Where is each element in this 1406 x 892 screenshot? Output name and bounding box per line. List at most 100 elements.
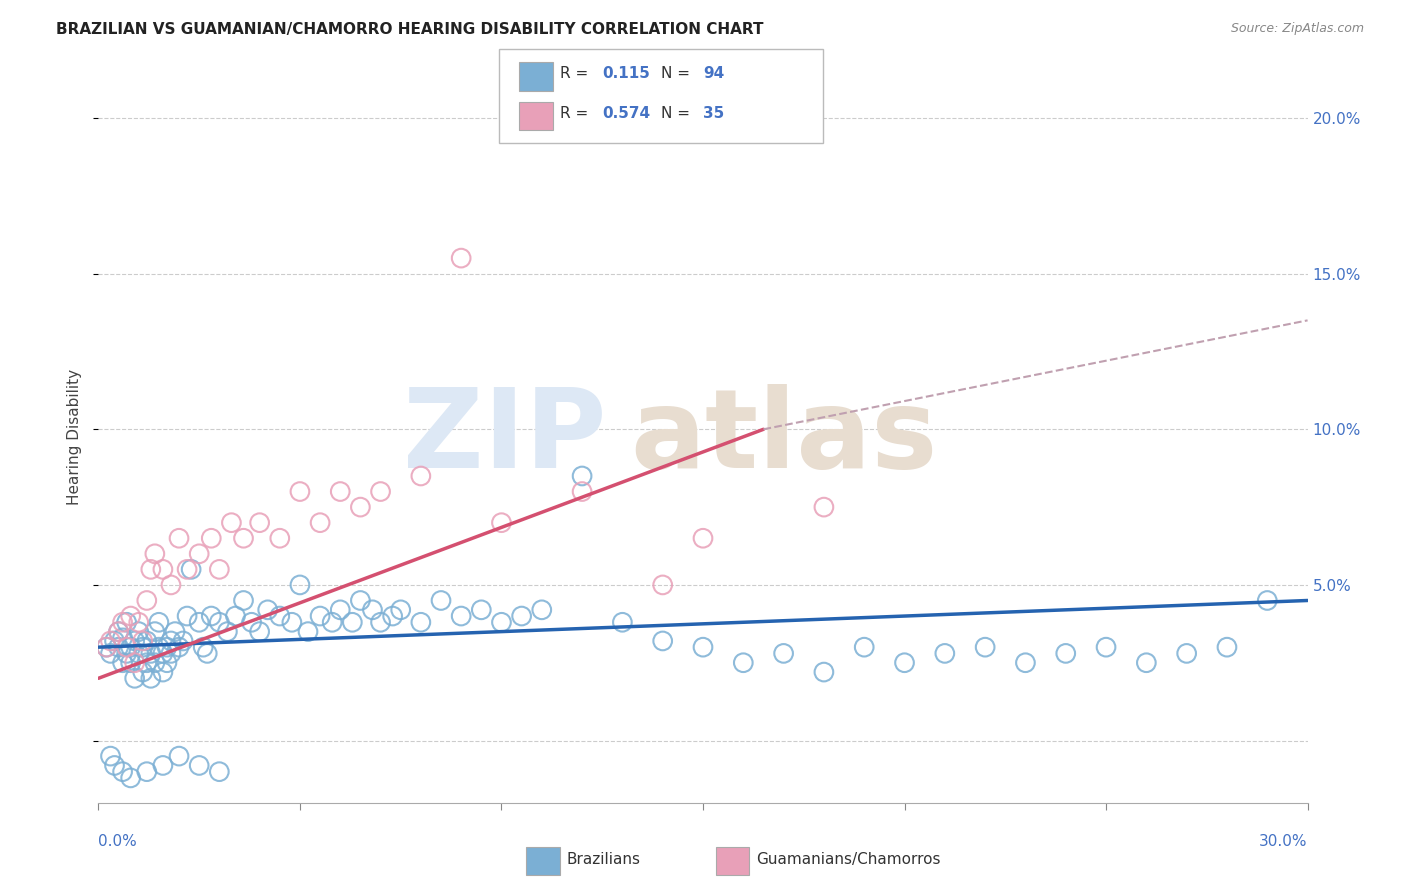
- Point: [208, 615, 231, 630]
- Point: [115, 647, 138, 661]
- Point: [329, 484, 352, 499]
- Point: [1014, 656, 1036, 670]
- Point: [135, 593, 157, 607]
- Point: [176, 562, 198, 576]
- Point: [853, 640, 876, 655]
- Point: [128, 615, 150, 630]
- Point: [1216, 640, 1239, 655]
- Point: [224, 609, 246, 624]
- Point: [103, 634, 125, 648]
- Point: [269, 609, 291, 624]
- Point: [193, 640, 215, 655]
- Point: [107, 624, 129, 639]
- Point: [135, 634, 157, 648]
- Point: [430, 593, 453, 607]
- Point: [232, 531, 254, 545]
- Point: [152, 758, 174, 772]
- Point: [217, 624, 239, 639]
- Point: [167, 640, 190, 655]
- Point: [115, 615, 138, 630]
- Point: [893, 656, 915, 670]
- Point: [389, 603, 412, 617]
- Point: [692, 531, 714, 545]
- Point: [530, 603, 553, 617]
- Point: [143, 656, 166, 670]
- Point: [256, 603, 278, 617]
- Point: [100, 647, 122, 661]
- Point: [813, 500, 835, 515]
- Point: [111, 764, 134, 779]
- Point: [103, 758, 125, 772]
- Point: [120, 640, 142, 655]
- Point: [148, 615, 170, 630]
- Point: [651, 578, 673, 592]
- Point: [269, 531, 291, 545]
- Text: atlas: atlas: [630, 384, 938, 491]
- Point: [491, 615, 513, 630]
- Point: [128, 647, 150, 661]
- Point: [163, 624, 186, 639]
- Point: [232, 593, 254, 607]
- Point: [200, 609, 222, 624]
- Point: [974, 640, 997, 655]
- Point: [124, 634, 146, 648]
- Point: [128, 624, 150, 639]
- Point: [172, 634, 194, 648]
- Point: [152, 665, 174, 679]
- Text: BRAZILIAN VS GUAMANIAN/CHAMORRO HEARING DISABILITY CORRELATION CHART: BRAZILIAN VS GUAMANIAN/CHAMORRO HEARING …: [56, 22, 763, 37]
- Point: [651, 634, 673, 648]
- Point: [1256, 593, 1278, 607]
- Point: [470, 603, 492, 617]
- Point: [135, 656, 157, 670]
- Point: [208, 764, 231, 779]
- Point: [143, 547, 166, 561]
- Point: [692, 640, 714, 655]
- Point: [139, 647, 162, 661]
- Point: [297, 624, 319, 639]
- Point: [188, 547, 211, 561]
- Point: [180, 562, 202, 576]
- Text: 30.0%: 30.0%: [1260, 834, 1308, 849]
- Text: Source: ZipAtlas.com: Source: ZipAtlas.com: [1230, 22, 1364, 36]
- Point: [160, 578, 183, 592]
- Point: [1175, 647, 1198, 661]
- Point: [111, 631, 134, 645]
- Point: [124, 656, 146, 670]
- Point: [195, 647, 218, 661]
- Point: [612, 615, 634, 630]
- Point: [349, 500, 371, 515]
- Point: [100, 749, 122, 764]
- Point: [156, 640, 179, 655]
- Point: [329, 603, 352, 617]
- Point: [342, 615, 364, 630]
- Point: [240, 615, 263, 630]
- Point: [309, 609, 332, 624]
- Point: [107, 624, 129, 639]
- Point: [107, 640, 129, 655]
- Point: [115, 640, 138, 655]
- Text: N =: N =: [661, 66, 695, 81]
- Point: [1135, 656, 1157, 670]
- Point: [208, 562, 231, 576]
- Point: [321, 615, 343, 630]
- Point: [934, 647, 956, 661]
- Point: [132, 640, 155, 655]
- Point: [148, 640, 170, 655]
- Text: R =: R =: [560, 106, 593, 121]
- Point: [160, 634, 183, 648]
- Text: 0.574: 0.574: [602, 106, 650, 121]
- Point: [96, 640, 118, 655]
- Point: [156, 656, 179, 670]
- Point: [188, 615, 211, 630]
- Point: [139, 562, 162, 576]
- Point: [249, 624, 271, 639]
- Point: [409, 469, 432, 483]
- Point: [450, 609, 472, 624]
- Point: [135, 764, 157, 779]
- Point: [100, 634, 122, 648]
- Text: Guamanians/Chamorros: Guamanians/Chamorros: [756, 853, 941, 867]
- Point: [143, 624, 166, 639]
- Text: 94: 94: [703, 66, 724, 81]
- Point: [409, 615, 432, 630]
- Point: [510, 609, 533, 624]
